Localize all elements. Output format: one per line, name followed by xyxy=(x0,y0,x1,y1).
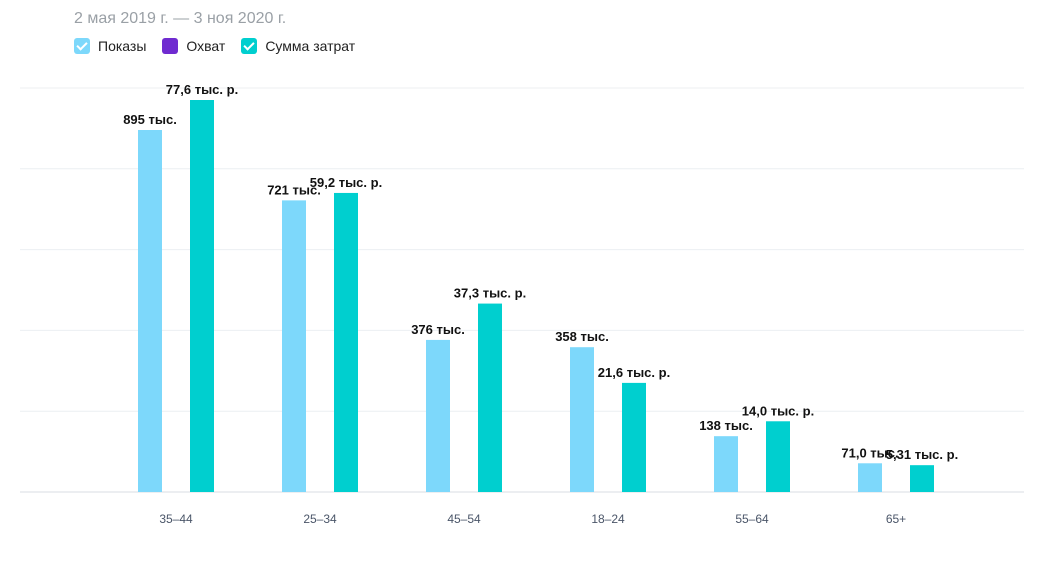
date-range: 2 мая 2019 г. — 3 ноя 2020 г. xyxy=(74,10,287,27)
x-tick-label: 25–34 xyxy=(303,512,337,526)
data-label: 77,6 тыс. р. xyxy=(166,82,238,97)
legend-label: Охват xyxy=(186,38,226,54)
x-tick-label: 55–64 xyxy=(735,512,769,526)
legend-item-spend[interactable]: Сумма затрат xyxy=(241,38,355,54)
data-label: 5,31 тыс. р. xyxy=(886,447,958,462)
bar-impressions-2[interactable] xyxy=(426,339,450,492)
legend: Показы Охват Сумма затрат xyxy=(74,38,355,54)
legend-label: Сумма затрат xyxy=(265,38,356,54)
x-tick-label: 65+ xyxy=(886,512,906,526)
bar-impressions-5[interactable] xyxy=(858,463,882,492)
data-label: 14,0 тыс. р. xyxy=(742,403,814,418)
x-tick-label: 35–44 xyxy=(159,512,193,526)
bar-spend-0[interactable] xyxy=(190,100,214,492)
bar-spend-3[interactable] xyxy=(622,382,646,492)
checkbox-icon[interactable] xyxy=(162,38,179,54)
bar-spend-4[interactable] xyxy=(766,421,790,492)
data-label: 138 тыс. xyxy=(699,418,753,433)
x-tick-label: 45–54 xyxy=(447,512,481,526)
data-label: 721 тыс. xyxy=(267,182,321,197)
data-label: 59,2 тыс. р. xyxy=(310,175,382,190)
legend-item-reach[interactable]: Охват xyxy=(162,38,225,54)
data-label: 895 тыс. xyxy=(123,112,177,127)
data-label: 71,0 тыс. xyxy=(841,445,898,460)
x-tick-label: 18–24 xyxy=(591,512,625,526)
legend-item-impressions[interactable]: Показы xyxy=(74,38,146,54)
bar-spend-1[interactable] xyxy=(334,192,358,492)
checkbox-icon[interactable] xyxy=(241,38,258,54)
checkbox-icon[interactable] xyxy=(74,38,90,54)
data-label: 376 тыс. xyxy=(411,322,465,337)
bar-impressions-0[interactable] xyxy=(138,130,162,492)
bar-impressions-1[interactable] xyxy=(282,200,306,492)
bar-impressions-3[interactable] xyxy=(570,347,594,492)
bar-spend-5[interactable] xyxy=(910,465,934,492)
data-label: 358 тыс. xyxy=(555,329,609,344)
data-label: 37,3 тыс. р. xyxy=(454,286,526,301)
bar-spend-2[interactable] xyxy=(478,303,502,492)
data-label: 21,6 тыс. р. xyxy=(598,365,670,380)
legend-label: Показы xyxy=(98,38,147,54)
bar-impressions-4[interactable] xyxy=(714,436,738,492)
